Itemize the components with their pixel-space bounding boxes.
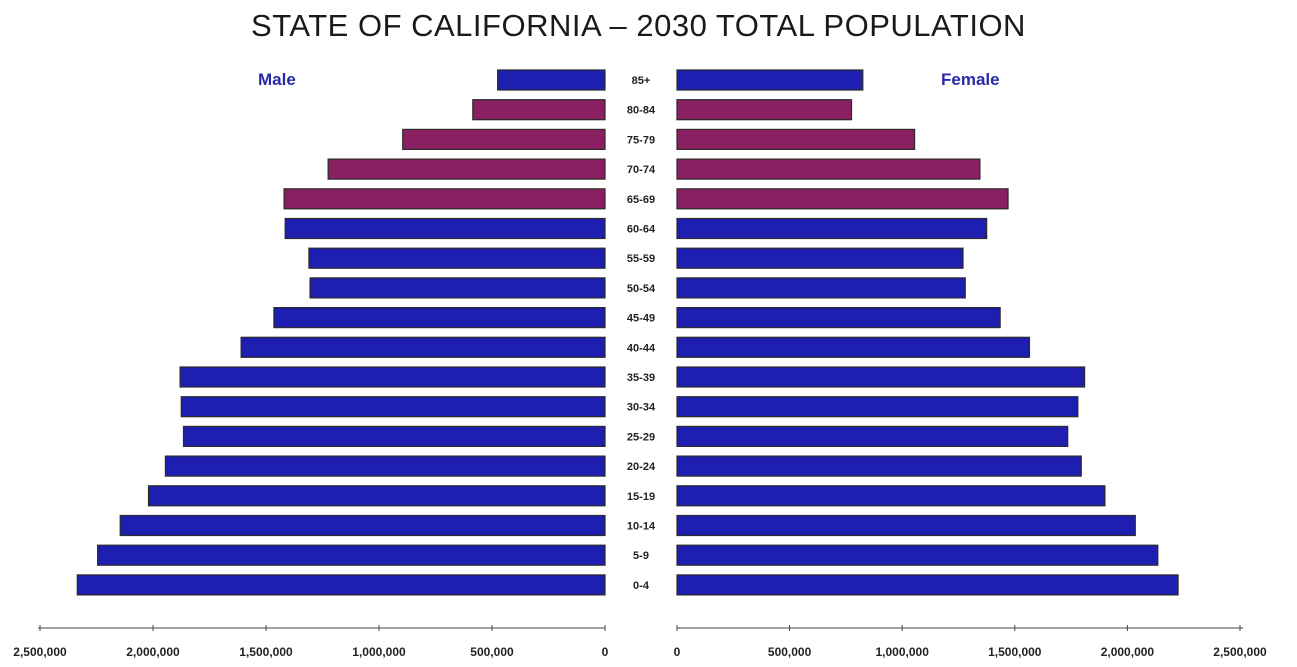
bar-female-25-29 [676, 425, 1069, 447]
bar-female-5-9 [676, 544, 1159, 566]
age-group-label: 85+ [632, 75, 651, 87]
age-group-label: 80-84 [627, 105, 656, 117]
x-tick-label-right: 500,000 [768, 645, 812, 659]
x-tick-label-right: 1,500,000 [988, 645, 1042, 659]
bar-female-30-34 [676, 396, 1079, 418]
bar-male-60-64 [284, 217, 606, 240]
bar-female-70-74 [676, 158, 981, 180]
bar-female-55-59 [676, 247, 964, 269]
age-group-label: 70-74 [627, 164, 656, 176]
x-tick-label-left: 1,500,000 [239, 645, 293, 659]
age-group-label: 75-79 [627, 134, 655, 146]
age-group-label: 40-44 [627, 342, 656, 354]
bar-female-80-84 [676, 99, 853, 121]
x-tick-label-right: 1,000,000 [876, 645, 930, 659]
bar-male-70-74 [327, 158, 606, 180]
bar-male-5-9 [97, 544, 606, 566]
x-tick-label-right: 2,000,000 [1101, 645, 1155, 659]
age-group-label: 15-19 [627, 491, 655, 503]
bar-female-20-24 [676, 455, 1082, 477]
x-tick-label-right: 2,500,000 [1213, 645, 1267, 659]
age-group-label: 35-39 [627, 372, 655, 384]
bar-male-50-54 [309, 277, 606, 299]
age-group-label: 25-29 [627, 431, 655, 443]
bar-female-75-79 [676, 128, 916, 150]
bar-male-30-34 [180, 396, 606, 418]
bar-male-55-59 [308, 247, 606, 269]
x-tick-label-right: 0 [674, 645, 681, 659]
x-tick-label-left: 2,000,000 [126, 645, 180, 659]
bar-male-10-14 [119, 514, 606, 537]
age-group-label: 60-64 [627, 224, 656, 236]
bar-female-40-44 [676, 336, 1031, 358]
age-group-label: 50-54 [627, 283, 656, 295]
x-tick-label-left: 1,000,000 [352, 645, 406, 659]
age-group-label: 30-34 [627, 402, 656, 414]
bar-male-0-4 [76, 574, 606, 596]
age-group-label: 45-49 [627, 313, 655, 325]
age-group-label: 20-24 [627, 461, 656, 473]
age-group-label: 5-9 [633, 550, 649, 562]
bar-female-65-69 [676, 188, 1009, 210]
age-group-label: 55-59 [627, 253, 655, 265]
bar-male-80-84 [472, 99, 606, 121]
bar-male-40-44 [240, 336, 606, 358]
bar-male-20-24 [164, 455, 606, 477]
female-label: Female [941, 70, 1000, 89]
bar-male-65-69 [283, 188, 606, 210]
bar-female-15-19 [676, 485, 1106, 507]
bar-female-0-4 [676, 574, 1179, 596]
x-tick-label-left: 500,000 [470, 645, 514, 659]
male-label: Male [258, 70, 296, 89]
bar-male-85plus [497, 69, 606, 91]
bar-male-25-29 [182, 425, 606, 447]
bar-female-35-39 [676, 366, 1086, 388]
bar-male-75-79 [402, 128, 606, 150]
age-group-label: 10-14 [627, 521, 656, 533]
bar-male-45-49 [273, 307, 606, 329]
x-tick-label-left: 2,500,000 [13, 645, 67, 659]
bar-female-50-54 [676, 277, 966, 299]
bar-female-85plus [676, 69, 864, 91]
chart-title: STATE OF CALIFORNIA – 2030 TOTAL POPULAT… [251, 8, 1026, 43]
age-group-label: 65-69 [627, 194, 655, 206]
bar-male-35-39 [179, 366, 606, 388]
x-tick-label-left: 0 [602, 645, 609, 659]
bar-male-15-19 [147, 485, 606, 507]
bar-female-10-14 [676, 514, 1136, 537]
age-group-label: 0-4 [633, 580, 650, 592]
bar-female-45-49 [676, 307, 1001, 329]
bar-female-60-64 [676, 217, 988, 240]
